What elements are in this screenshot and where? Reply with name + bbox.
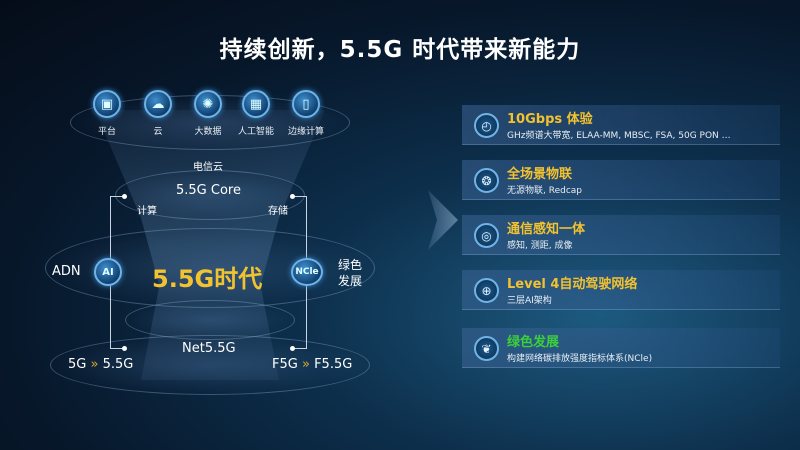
capability-panel: ◎ 通信感知一体 感知, 测距, 成像 bbox=[462, 215, 780, 255]
panel-title: 全场景物联 bbox=[507, 167, 573, 182]
ai-label: AI bbox=[102, 266, 114, 278]
capability-panel: ◴ 10Gbps 体验 GHz频谱大带宽, ELAA-MM, MBSC, FSA… bbox=[462, 105, 780, 145]
icon-label: 边缘计算 bbox=[287, 127, 324, 137]
core-ellipse bbox=[115, 170, 305, 220]
dot bbox=[290, 346, 295, 351]
ncle-label: NCle bbox=[295, 267, 319, 277]
ai-chip-icon: ▦ bbox=[242, 90, 270, 118]
dot bbox=[122, 346, 127, 351]
panel-title: Level 4自动驾驶网络 bbox=[507, 277, 638, 292]
panel-title: 绿色发展 bbox=[507, 335, 560, 350]
from-label: 5G bbox=[68, 357, 87, 372]
adn-label: ADN bbox=[52, 264, 81, 279]
to-label: F5.5G bbox=[314, 357, 353, 372]
storage-label: 存储 bbox=[268, 206, 288, 217]
double-chevron-icon: » bbox=[301, 357, 310, 372]
icon-label: 大数据 bbox=[194, 127, 222, 137]
timer-icon: ◴ bbox=[474, 113, 499, 138]
dot bbox=[290, 194, 295, 199]
evolution-5g: 5G » 5.5G bbox=[68, 357, 133, 372]
bracket-tick bbox=[110, 348, 125, 349]
panel-subtitle: 三层AI架构 bbox=[507, 296, 552, 306]
bottom-ellipse bbox=[50, 335, 370, 395]
center-title: 5.5G时代 bbox=[152, 265, 263, 293]
green-label-1: 绿色 bbox=[338, 258, 363, 272]
net-label: Net5.5G bbox=[182, 341, 236, 356]
bracket-tick bbox=[110, 196, 125, 197]
icon-label: 平台 bbox=[97, 127, 116, 137]
capability-panel: ❦ 绿色发展 构建网络碳排放强度指标体系(NCle) bbox=[462, 328, 780, 368]
platform-icon: ▣ bbox=[93, 90, 121, 118]
ncle-badge: NCle bbox=[291, 258, 323, 286]
edge-computing-icon: ▯ bbox=[292, 90, 320, 118]
panel-title: 10Gbps 体验 bbox=[507, 112, 593, 127]
ai-badge: AI bbox=[94, 258, 122, 286]
telecom-cloud-label: 电信云 bbox=[193, 162, 223, 173]
leaf-icon: ❦ bbox=[474, 336, 499, 361]
capability-panel: ⊕ Level 4自动驾驶网络 三层AI架构 bbox=[462, 270, 780, 310]
compute-label: 计算 bbox=[137, 206, 157, 217]
globe-network-icon: ⊕ bbox=[474, 278, 499, 303]
bracket-tick bbox=[292, 196, 307, 197]
core-label: 5.5G Core bbox=[176, 183, 241, 198]
cloud-icon: ☁ bbox=[144, 90, 172, 118]
panel-title: 通信感知一体 bbox=[507, 222, 586, 237]
panel-subtitle: 无源物联, Redcap bbox=[507, 186, 582, 196]
panel-subtitle: 感知, 测距, 成像 bbox=[507, 241, 573, 251]
icon-label: 人工智能 bbox=[237, 127, 274, 137]
from-label: F5G bbox=[272, 357, 298, 372]
icon-label: 云 bbox=[153, 127, 163, 137]
double-chevron-icon: » bbox=[90, 357, 99, 372]
bracket-tick bbox=[292, 348, 307, 349]
green-label-2: 发展 bbox=[338, 274, 363, 288]
to-label: 5.5G bbox=[102, 357, 134, 372]
panel-subtitle: GHz频谱大带宽, ELAA-MM, MBSC, FSA, 50G PON … bbox=[507, 131, 731, 141]
iot-icon: ❂ bbox=[474, 168, 499, 193]
slide-title: 持续创新，5.5G 时代带来新能力 bbox=[219, 37, 581, 63]
big-data-icon: ✺ bbox=[194, 90, 222, 118]
sensing-icon: ◎ bbox=[474, 223, 499, 248]
lower-ellipse bbox=[125, 300, 295, 340]
evolution-f5g: F5G » F5.5G bbox=[272, 357, 352, 372]
panel-subtitle: 构建网络碳排放强度指标体系(NCle) bbox=[507, 354, 653, 364]
dot bbox=[122, 194, 127, 199]
capability-panel: ❂ 全场景物联 无源物联, Redcap bbox=[462, 160, 780, 200]
chevron-right-icon bbox=[428, 190, 458, 250]
